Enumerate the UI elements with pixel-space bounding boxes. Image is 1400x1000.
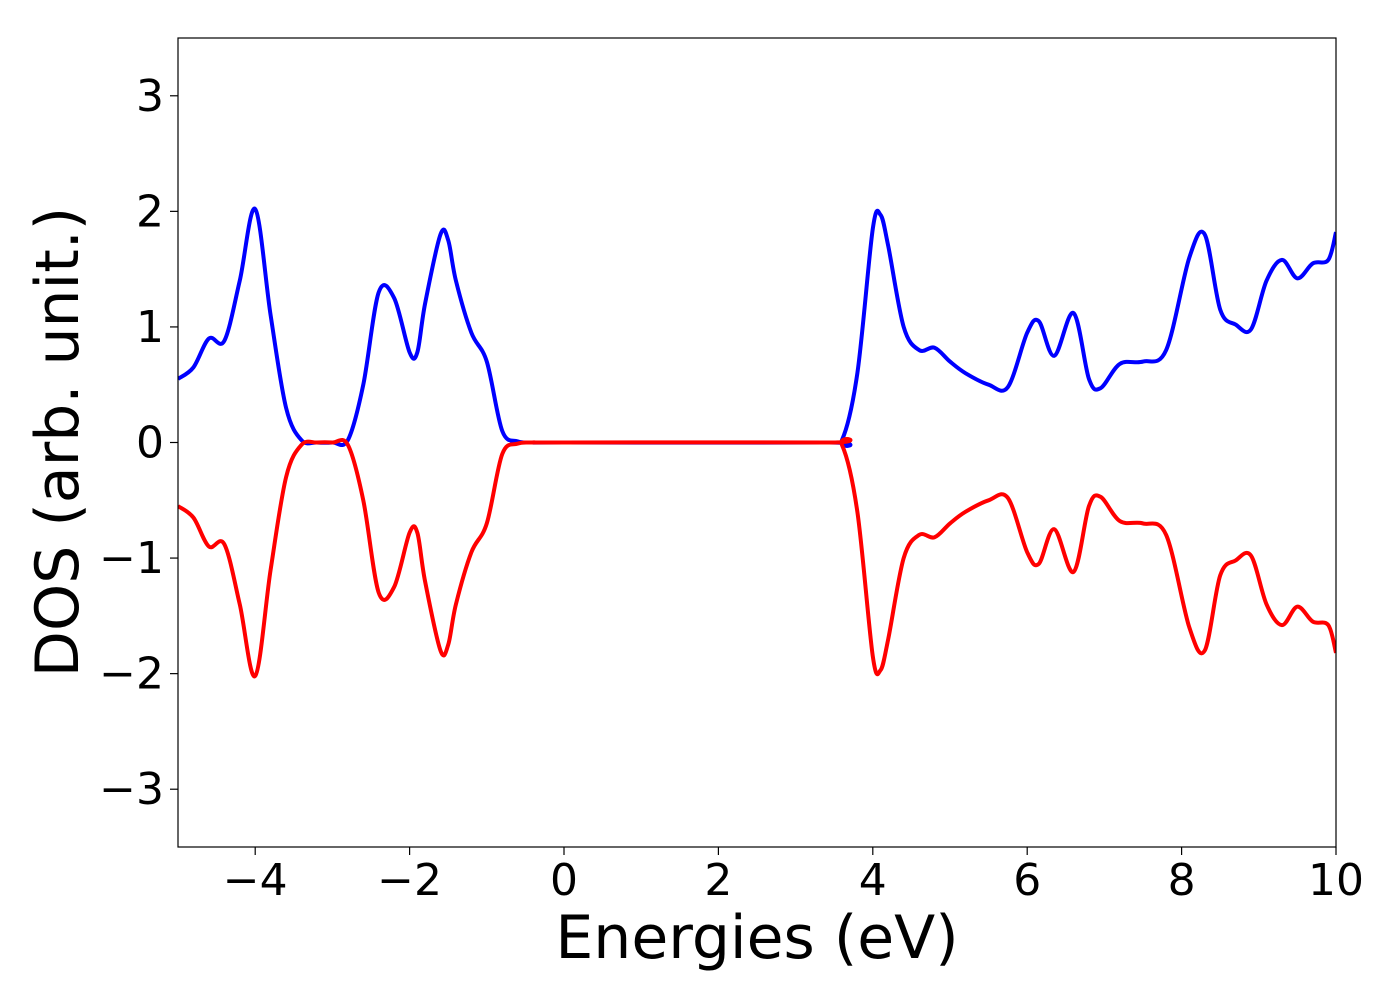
series-line-2 [178,437,1336,678]
y-tick-label: −3 [99,764,164,815]
y-tick-label: −2 [99,649,164,700]
x-tick-label: 8 [1168,855,1196,906]
y-tick-label: 1 [136,302,164,353]
y-tick-label: −1 [99,533,164,584]
x-axis-ticks: −4 −2 0 2 4 6 8 10 [223,847,1364,906]
series-line-1 [178,207,1336,448]
y-tick-label: 3 [136,71,164,122]
series-layer [178,207,1336,678]
y-tick-label: 0 [136,418,164,469]
x-tick-label: −4 [223,855,288,906]
x-tick-label: 6 [1013,855,1041,906]
x-tick-label: 10 [1308,855,1364,906]
x-axis-label: Energies (eV) [555,903,958,973]
x-tick-label: 0 [550,855,578,906]
y-axis-label: DOS (arb. unit.) [23,207,93,677]
y-axis-ticks: −3 −2 −1 0 1 2 3 [99,71,178,815]
x-tick-label: −2 [377,855,442,906]
x-tick-label: 4 [859,855,887,906]
y-tick-label: 2 [136,186,164,237]
x-tick-label: 2 [704,855,732,906]
